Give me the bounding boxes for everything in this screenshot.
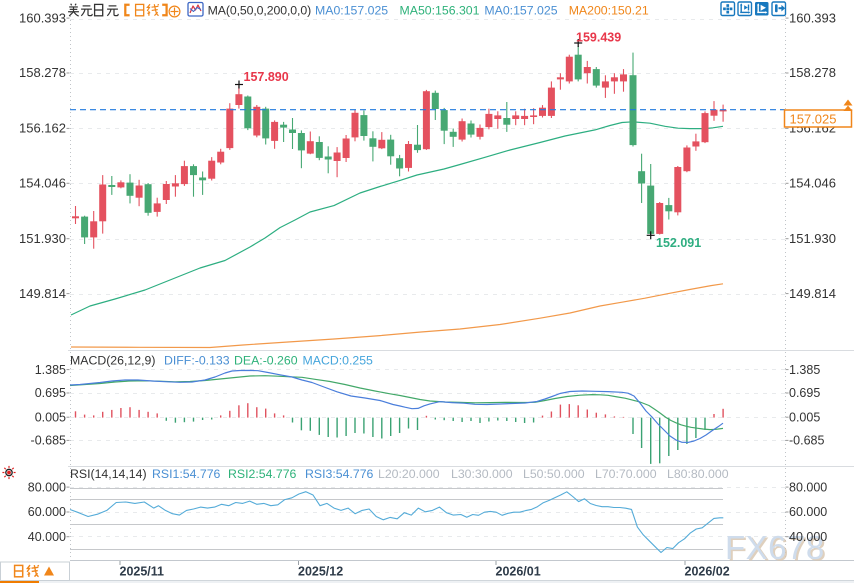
svg-text:158.278: 158.278 [789,65,836,80]
svg-text:0.695: 0.695 [35,386,66,400]
svg-text:1.385: 1.385 [789,363,820,377]
svg-text:2025/11: 2025/11 [120,565,165,579]
svg-text:149.814: 149.814 [19,286,66,301]
svg-text:L70:70.000: L70:70.000 [595,467,657,481]
svg-text:MACD(26,12,9): MACD(26,12,9) [70,354,155,368]
svg-text:-0.685: -0.685 [31,434,66,448]
svg-text:40.000: 40.000 [28,530,66,544]
svg-text:DIFF:-0.133: DIFF:-0.133 [164,354,230,368]
svg-text:RSI2:54.776: RSI2:54.776 [228,467,297,481]
svg-text:160.393: 160.393 [19,10,66,25]
svg-text:157.025: 157.025 [790,112,837,127]
svg-text:157.890: 157.890 [244,70,289,84]
svg-text:152.091: 152.091 [656,236,701,250]
svg-text:0.005: 0.005 [789,410,820,424]
svg-text:RSI(14,14,14): RSI(14,14,14) [70,467,147,481]
svg-text:154.046: 154.046 [789,176,836,191]
svg-text:151.930: 151.930 [19,231,66,246]
svg-text:80.000: 80.000 [28,480,66,494]
svg-text:80.000: 80.000 [789,480,827,494]
svg-text:L80:80.000: L80:80.000 [667,467,729,481]
svg-text:L50:50.000: L50:50.000 [523,467,585,481]
svg-text:160.393: 160.393 [789,10,836,25]
svg-text:159.439: 159.439 [576,31,621,45]
svg-text:RSI3:54.776: RSI3:54.776 [305,467,374,481]
svg-text:158.278: 158.278 [19,65,66,80]
svg-text:149.814: 149.814 [789,286,836,301]
svg-text:154.046: 154.046 [19,176,66,191]
svg-text:RSI1:54.776: RSI1:54.776 [152,467,221,481]
svg-text:L20:20.000: L20:20.000 [378,467,440,481]
svg-text:2026/02: 2026/02 [685,565,730,579]
svg-text:1.385: 1.385 [35,363,66,377]
svg-text:2026/01: 2026/01 [496,565,541,579]
svg-text:2025/12: 2025/12 [298,565,343,579]
svg-text:MACD:0.255: MACD:0.255 [303,354,374,368]
svg-text:MA0:157.025: MA0:157.025 [484,4,557,18]
svg-text:0.005: 0.005 [35,410,66,424]
svg-text:MA0:157.025: MA0:157.025 [315,4,388,18]
svg-text:FX678: FX678 [725,529,825,566]
svg-text:L30:30.000: L30:30.000 [451,467,513,481]
svg-text:-0.685: -0.685 [789,434,824,448]
svg-text:MA50:156.301: MA50:156.301 [400,4,480,18]
svg-text:60.000: 60.000 [789,505,827,519]
svg-text:FX678: FX678 [727,531,827,568]
svg-text:MA(0,50,0,200,0,0): MA(0,50,0,200,0,0) [208,4,311,18]
svg-text:0.695: 0.695 [789,386,820,400]
svg-text:156.162: 156.162 [19,121,66,136]
svg-text:MA200:150.21: MA200:150.21 [569,4,649,18]
svg-text:DEA:-0.260: DEA:-0.260 [234,354,298,368]
svg-text:40.000: 40.000 [789,530,827,544]
svg-text:151.930: 151.930 [789,231,836,246]
svg-text:60.000: 60.000 [28,505,66,519]
